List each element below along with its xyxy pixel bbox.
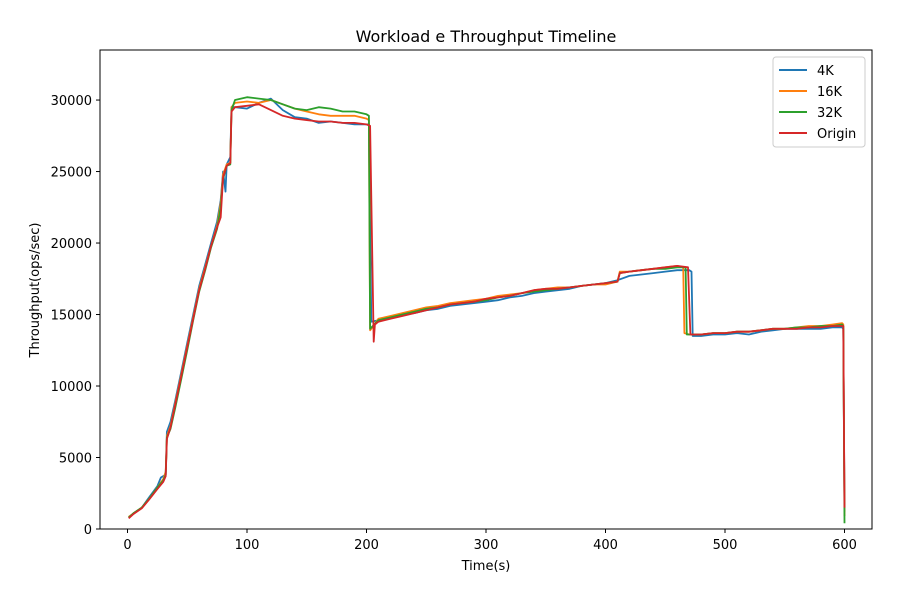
series-line-origin [128, 103, 846, 519]
y-axis-label: Throughput(ops/sec) [28, 223, 43, 359]
legend-label: Origin [817, 127, 856, 142]
y-tick-label: 30000 [51, 94, 92, 109]
series-line-4k [128, 97, 846, 519]
y-axis-ticks: 0 5000 10000 15000 20000 25000 30000 [51, 94, 100, 538]
x-axis-label: Time(s) [461, 559, 511, 574]
legend-box [772, 56, 866, 148]
y-tick-label: 5000 [59, 452, 92, 467]
x-tick-label: 400 [593, 538, 618, 553]
plot-lines [128, 96, 846, 524]
y-tick-label: 0 [84, 523, 92, 538]
y-tick-label: 20000 [51, 237, 92, 252]
chart-title: Workload e Throughput Timeline [356, 27, 617, 46]
legend-label: 32K [817, 106, 843, 121]
x-tick-label: 100 [235, 538, 260, 553]
legend-label: 16K [817, 85, 843, 100]
y-tick-label: 15000 [51, 309, 92, 324]
x-axis-ticks: 0 100 200 300 400 500 600 [123, 529, 857, 553]
series-line-32k [128, 96, 846, 524]
x-tick-label: 200 [354, 538, 379, 553]
plot-frame [99, 49, 873, 530]
legend: 4K 16K 32K Origin [772, 56, 866, 148]
y-tick-label: 10000 [51, 380, 92, 395]
x-tick-label: 0 [123, 538, 131, 553]
x-tick-label: 500 [713, 538, 738, 553]
x-tick-label: 600 [832, 538, 857, 553]
series-line-16k [128, 99, 846, 518]
legend-label: 4K [817, 64, 834, 79]
y-tick-label: 25000 [51, 166, 92, 181]
x-tick-label: 300 [474, 538, 499, 553]
